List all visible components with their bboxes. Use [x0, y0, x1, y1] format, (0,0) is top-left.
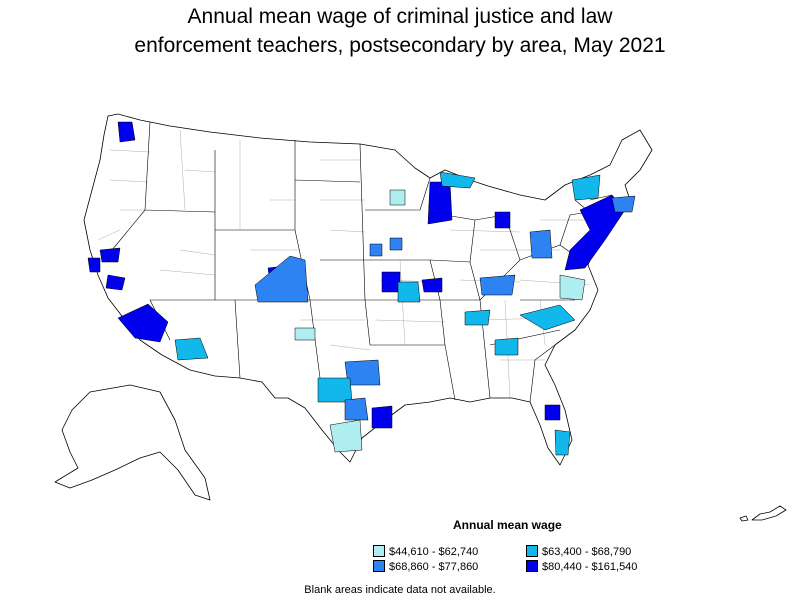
legend-item-3: $68,860 - $77,860 [373, 560, 478, 573]
title-line-2: enforcement teachers, postsecondary by a… [134, 34, 666, 57]
state-border-south [444, 299, 575, 403]
area-colorado [254, 255, 309, 303]
area-texas-central [317, 377, 353, 403]
hawaii-island-2 [739, 515, 749, 522]
legend-title: Annual mean wage [453, 518, 562, 532]
map-title: Annual mean wage of criminal justice and… [0, 2, 800, 60]
area-austin [344, 397, 369, 421]
footnote: Blank areas indicate data not available. [304, 584, 496, 596]
area-new-york [571, 174, 601, 201]
legend-swatch-1 [373, 545, 385, 557]
legend-label-1: $44,610 - $62,740 [389, 546, 479, 558]
wage-colored-areas [87, 121, 636, 456]
legend-swatch-3 [373, 560, 385, 572]
area-detroit [494, 211, 511, 229]
legend-item-2: $63,400 - $68,790 [526, 545, 631, 558]
alaska-outline [54, 384, 211, 501]
area-massachusetts [611, 195, 636, 213]
area-seattle [117, 121, 136, 143]
area-dallas [344, 359, 381, 386]
area-nc [519, 304, 576, 331]
area-virginia [559, 274, 586, 301]
hawaii-island-1 [751, 505, 787, 521]
area-ohio [529, 229, 553, 259]
area-tennessee [464, 309, 491, 326]
area-iowa-1 [369, 243, 383, 257]
legend-item-4: $80,440 - $161,540 [526, 560, 637, 573]
area-tucson [174, 337, 209, 361]
area-south-texas [329, 419, 363, 453]
area-boundaries-west [97, 129, 300, 276]
area-minnesota [389, 189, 406, 206]
area-st-louis [421, 277, 443, 293]
legend-label-3: $68,860 - $77,860 [389, 561, 479, 573]
area-florida-south [554, 429, 571, 456]
area-kansas-city [381, 271, 401, 293]
area-wisconsin [427, 181, 453, 225]
area-iowa-2 [389, 237, 403, 251]
area-boundaries-central [300, 159, 446, 351]
area-sacramento [99, 247, 121, 263]
legend-label-4: $80,440 - $161,540 [542, 561, 638, 573]
area-new-mexico [294, 327, 316, 341]
area-kentucky [479, 274, 516, 296]
area-georgia [494, 337, 519, 356]
area-michigan-up [439, 171, 476, 189]
area-fresno [105, 274, 126, 291]
legend-item-1: $44,610 - $62,740 [373, 545, 478, 558]
area-sf-bay [87, 257, 101, 273]
area-phoenix [117, 303, 169, 343]
state-border-midwest [419, 177, 589, 301]
map-background-regions [54, 113, 787, 522]
area-florida-orlando [544, 404, 561, 421]
area-houston [371, 405, 393, 429]
title-line-1: Annual mean wage of criminal justice and… [187, 5, 613, 28]
area-missouri [397, 281, 421, 303]
legend-label-2: $63,400 - $68,790 [542, 546, 632, 558]
legend-swatch-2 [526, 545, 538, 557]
legend-swatch-4 [526, 560, 538, 572]
